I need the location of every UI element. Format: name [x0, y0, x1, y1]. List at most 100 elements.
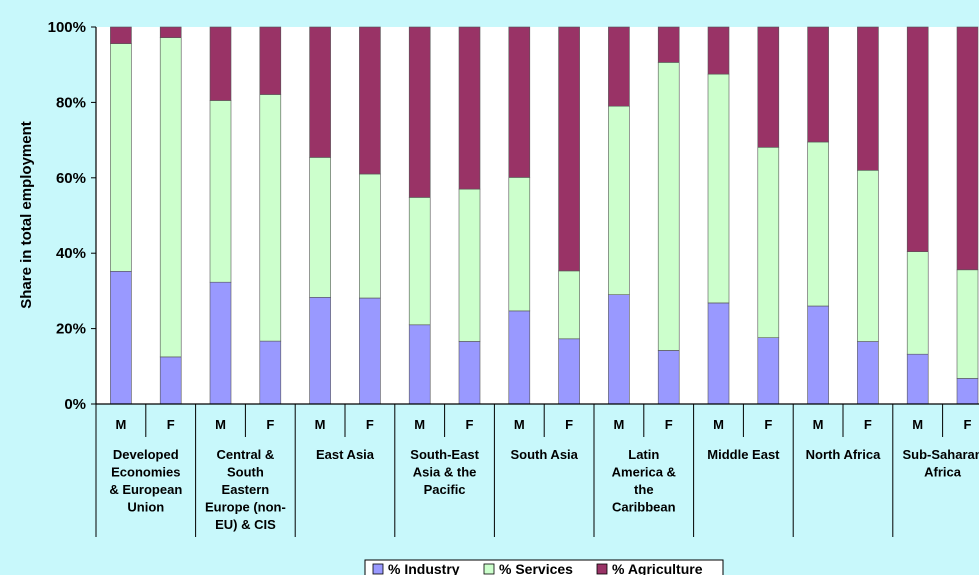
y-tick-label: 40%: [56, 245, 86, 262]
sex-label: F: [665, 417, 673, 432]
bar-segment: [110, 43, 132, 272]
region-label: America &: [612, 465, 676, 480]
bar-segment: [657, 62, 680, 351]
region-label: Developed: [113, 447, 179, 462]
region-label: Latin: [628, 447, 659, 462]
region-label: Europe (non-: [205, 500, 286, 515]
sex-label: M: [713, 417, 724, 432]
bar-segment: [408, 197, 431, 326]
bar-segment: [707, 26, 730, 75]
region-label: Economies: [111, 465, 180, 480]
y-axis-label: Share in total employment: [18, 121, 35, 309]
sex-label: F: [366, 417, 374, 432]
sex-label: F: [964, 417, 972, 432]
region-label: East Asia: [316, 447, 375, 462]
region-label: Caribbean: [612, 500, 676, 515]
bar-segment: [309, 157, 331, 298]
region-label: EU) & CIS: [215, 517, 276, 532]
legend: % Industry % Services % Agriculture: [364, 559, 724, 575]
bar-segment: [857, 170, 879, 342]
bar-segment: [757, 337, 780, 405]
region-label: South Asia: [510, 447, 578, 462]
bar-segment: [757, 147, 780, 338]
bar-segment: [309, 26, 331, 158]
y-tick-label: 20%: [56, 321, 86, 338]
sex-label: M: [813, 417, 824, 432]
sex-label: F: [565, 417, 573, 432]
sex-label: M: [315, 417, 326, 432]
bar-segment: [956, 269, 979, 379]
legend-label: % Industry: [388, 561, 460, 575]
region-label: Central &: [217, 447, 275, 462]
sex-label: M: [514, 417, 525, 432]
bar-segment: [906, 251, 929, 355]
category-axis: M F M F M F M F M F M F M F M F M F Developed Economies & Eu…: [95, 404, 979, 537]
sex-label: F: [764, 417, 772, 432]
sex-label: M: [613, 417, 624, 432]
bar-segment: [259, 340, 282, 405]
bar-segment: [857, 26, 879, 171]
bar-segment: [359, 297, 381, 405]
plot-area: [96, 27, 979, 404]
bar-segment: [458, 341, 481, 405]
bar-segment: [259, 94, 282, 342]
region-label: Eastern: [222, 482, 270, 497]
bar-segment: [159, 37, 182, 358]
bar-segment: [508, 177, 531, 312]
bar-segment: [657, 350, 680, 405]
bar-segment: [508, 26, 531, 178]
region-label: North Africa: [806, 447, 881, 462]
bar-segment: [558, 270, 580, 340]
bar-segment: [508, 310, 531, 405]
bar-segment: [408, 324, 431, 405]
bar-segment: [209, 100, 232, 283]
bar-segment: [857, 341, 879, 405]
sex-label: F: [864, 417, 872, 432]
sex-label: M: [115, 417, 126, 432]
bar-segment: [110, 270, 132, 405]
region-label: Asia & the: [413, 465, 477, 480]
sex-label: M: [215, 417, 226, 432]
legend-swatch: [372, 563, 384, 575]
y-tick-label: 60%: [56, 170, 86, 187]
region-label: Sub-Saharan: [903, 447, 979, 462]
bar-segment: [956, 378, 979, 405]
region-label: South: [227, 465, 264, 480]
bar-segment: [906, 26, 929, 252]
legend-box: [364, 559, 724, 575]
bar-segment: [608, 294, 630, 405]
bar-segment: [906, 353, 929, 405]
bar-segment: [707, 302, 730, 405]
legend-swatch: [596, 563, 608, 575]
legend-swatch: [483, 563, 495, 575]
sex-label: F: [466, 417, 474, 432]
region-label: South-East: [410, 447, 479, 462]
region-label: Africa: [924, 465, 962, 480]
bar-segment: [259, 26, 282, 95]
legend-label: % Agriculture: [612, 561, 703, 575]
region-label: Middle East: [707, 447, 780, 462]
bar-segment: [807, 26, 829, 143]
region-label: the: [634, 482, 654, 497]
sex-label: F: [266, 417, 274, 432]
bar-segment: [956, 26, 979, 271]
legend-label: % Services: [499, 561, 573, 575]
bar-segment: [110, 26, 132, 44]
bar-segment: [309, 296, 331, 405]
bar-segment: [159, 356, 182, 405]
axes-layer: 0% 20% 40% 60% 80% 100%: [48, 19, 979, 413]
bar-segment: [707, 73, 730, 304]
bar-segment: [657, 26, 680, 63]
region-label: Pacific: [424, 482, 466, 497]
bar-segment: [608, 26, 630, 107]
y-tick-label: 0%: [64, 396, 86, 413]
bar-segment: [458, 188, 481, 342]
bars-layer: [110, 26, 979, 405]
region-label: Union: [127, 500, 164, 515]
bar-segment: [608, 105, 630, 295]
sex-label: F: [167, 417, 175, 432]
bar-segment: [807, 141, 829, 307]
bar-segment: [359, 26, 381, 175]
bar-segment: [209, 26, 232, 101]
